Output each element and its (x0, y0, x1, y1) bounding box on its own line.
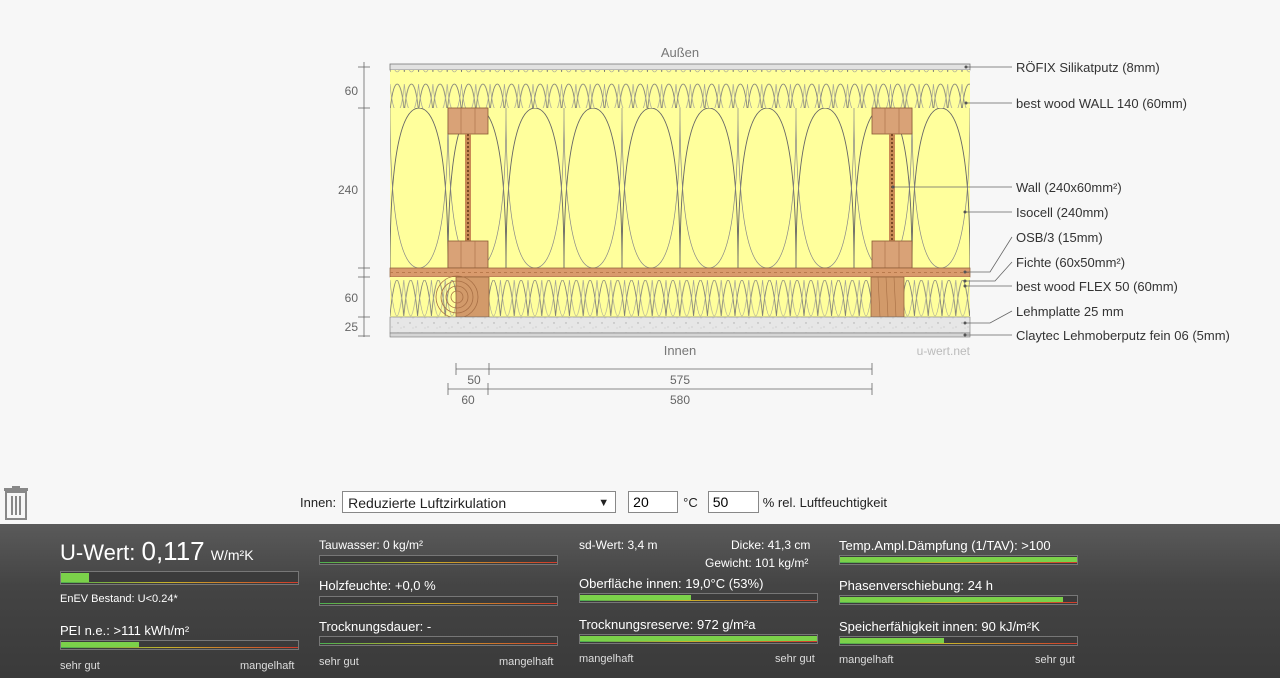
bar-fill (840, 638, 945, 644)
stud-left (447, 107, 489, 269)
layer-label-7[interactable]: best wood FLEX 50 (60mm) (1016, 279, 1178, 294)
dicke-value: Dicke: 41,3 cm (731, 538, 811, 552)
thickness-dimension (358, 62, 370, 337)
width-dimension (447, 363, 873, 395)
inside-label: Innen (664, 343, 697, 358)
trocknungsdauer-bar (319, 636, 558, 646)
bar-scale-line (61, 647, 298, 648)
pei-value: PEI n.e.: >111 kWh/m² (60, 623, 190, 638)
trocknungsreserve-value: Trocknungsreserve: 972 g/m²a (579, 617, 756, 632)
dim-50: 50 (467, 373, 481, 387)
layer-lehmoberputz (389, 332, 971, 338)
gewicht-value: Gewicht: 101 kg/m² (705, 556, 809, 570)
holzfeuchte-bar (319, 596, 558, 606)
scale-right-4: sehr gut (1035, 654, 1075, 666)
phase-bar (839, 595, 1078, 605)
bar-fill (840, 557, 1077, 563)
dim-580: 580 (670, 393, 690, 407)
air-circulation-select[interactable]: Reduzierte Luftzirkulation ▼ (342, 491, 617, 513)
layer-silikatputz (389, 63, 971, 71)
layer-label-2[interactable]: best wood WALL 140 (60mm) (1016, 96, 1187, 111)
tav-value: Temp.Ampl.Dämpfung (1/TAV): >100 (839, 538, 1051, 553)
thickness-label-4: 25 (345, 320, 359, 334)
results-panel: U-Wert: 0,117 W/m²K EnEV Bestand: U<0.24… (0, 524, 1280, 678)
batten-right (870, 276, 905, 318)
humidity-label: % rel. Luftfeuchtigkeit (762, 494, 888, 510)
dim-60: 60 (461, 393, 475, 407)
bar-scale-line (61, 582, 298, 583)
scale-left-1: sehr gut (60, 660, 100, 672)
layer-label-9[interactable]: Claytec Lehmoberputz fein 06 (5mm) (1016, 328, 1230, 343)
enev-limit: EnEV Bestand: U<0.24* (60, 593, 178, 605)
scale-right-3: sehr gut (775, 653, 815, 665)
bar-scale-line (840, 643, 1077, 644)
sd-value: sd-Wert: 3,4 m (579, 538, 658, 552)
scale-left-3: mangelhaft (579, 653, 634, 665)
phase-value: Phasenverschiebung: 24 h (839, 578, 993, 593)
layer-label-5[interactable]: OSB/3 (15mm) (1016, 230, 1103, 245)
speicher-bar (839, 636, 1078, 646)
scale-right-1: mangelhaft (240, 660, 295, 672)
batten-left (435, 275, 490, 319)
dim-575: 575 (670, 373, 690, 387)
holzfeuchte-value: Holzfeuchte: +0,0 % (319, 578, 436, 593)
temperature-input[interactable] (628, 491, 679, 513)
u-value-heading: U-Wert: 0,117 W/m²K (60, 536, 254, 567)
scale-right-2: mangelhaft (499, 656, 554, 668)
u-value-unit: W/m²K (210, 547, 254, 563)
watermark: u-wert.net (917, 344, 971, 358)
tauwasser-value: Tauwasser: 0 kg/m² (319, 538, 424, 552)
tauwasser-bar (319, 555, 558, 565)
bar-scale-line (320, 603, 557, 604)
u-value-bar (60, 571, 299, 585)
bar-scale-line (320, 562, 557, 563)
innen-label: Innen: (300, 494, 337, 510)
thickness-label-2: 240 (338, 183, 358, 197)
bar-fill (580, 636, 817, 642)
speicher-value: Speicherfähigkeit innen: 90 kJ/m²K (839, 619, 1040, 634)
layer-label-6[interactable]: Fichte (60x50mm²) (1016, 255, 1125, 270)
oberflaeche-value: Oberfläche innen: 19,0°C (53%) (579, 576, 764, 591)
layer-label-4[interactable]: Isocell (240mm) (1016, 205, 1108, 220)
bar-scale-line (580, 641, 817, 642)
trocknungsreserve-bar (579, 634, 818, 644)
bar-fill (61, 642, 140, 648)
dropdown-arrow-icon: ▼ (598, 497, 610, 509)
scale-left-2: sehr gut (319, 656, 359, 668)
air-circulation-value: Reduzierte Luftzirkulation (348, 495, 507, 511)
leader-lines (893, 66, 1013, 336)
thickness-label-1: 60 (345, 84, 359, 98)
scale-left-4: mangelhaft (839, 654, 894, 666)
humidity-input[interactable] (707, 491, 759, 513)
bar-scale-line (580, 600, 817, 601)
bar-scale-line (840, 562, 1077, 563)
pei-bar (60, 640, 299, 650)
temperature-unit: °C (683, 494, 698, 510)
thickness-label-3: 60 (345, 291, 359, 305)
wall-cross-section-diagram: Außen Innen u-wert.net (338, 45, 1230, 407)
bar-fill (61, 573, 90, 582)
u-value-number: 0,117 (141, 536, 205, 566)
bar-fill (580, 595, 692, 601)
layer-label-1[interactable]: RÖFIX Silikatputz (8mm) (1016, 60, 1160, 75)
outside-label: Außen (661, 45, 699, 60)
tav-bar (839, 555, 1078, 565)
u-value-prefix: U-Wert: (60, 540, 136, 565)
trocknungsdauer-value: Trocknungsdauer: - (319, 619, 432, 634)
bar-scale-line (320, 643, 557, 644)
trash-icon[interactable] (3, 486, 29, 520)
layer-label-3[interactable]: Wall (240x60mm²) (1016, 180, 1122, 195)
bar-fill (840, 597, 1063, 603)
indoor-climate-controls: Innen: Reduzierte Luftzirkulation ▼ °C %… (300, 489, 887, 515)
oberflaeche-bar (579, 593, 818, 603)
bar-scale-line (840, 602, 1077, 603)
layer-label-8[interactable]: Lehmplatte 25 mm (1016, 304, 1124, 319)
